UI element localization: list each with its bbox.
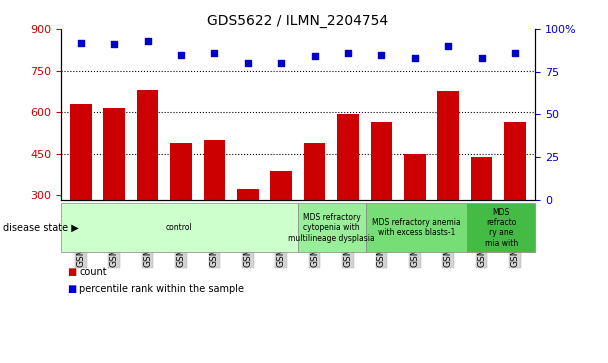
Point — [76, 40, 86, 46]
Bar — [271, 171, 292, 279]
Point — [410, 55, 420, 61]
Bar — [237, 188, 258, 279]
Bar — [504, 122, 526, 279]
Point — [109, 41, 119, 47]
Point — [510, 50, 520, 56]
Text: ■: ■ — [67, 284, 76, 294]
Point — [210, 50, 219, 56]
Text: MDS
refracto
ry ane
mia with: MDS refracto ry ane mia with — [485, 208, 518, 248]
Bar — [437, 91, 459, 279]
Bar — [137, 90, 159, 279]
Text: ■: ■ — [67, 267, 76, 277]
Point — [143, 38, 153, 44]
Bar — [404, 154, 426, 279]
Bar — [304, 143, 325, 279]
Text: percentile rank within the sample: percentile rank within the sample — [79, 284, 244, 294]
Text: MDS refractory
cytopenia with
multilineage dysplasia: MDS refractory cytopenia with multilinea… — [288, 213, 375, 243]
Text: count: count — [79, 267, 106, 277]
Bar — [370, 122, 392, 279]
Bar — [337, 114, 359, 279]
Title: GDS5622 / ILMN_2204754: GDS5622 / ILMN_2204754 — [207, 14, 389, 28]
Point — [243, 60, 253, 66]
Point — [477, 55, 486, 61]
Point — [277, 60, 286, 66]
Point — [443, 43, 453, 49]
Bar — [70, 104, 92, 279]
Point — [309, 53, 319, 59]
Point — [176, 52, 186, 58]
Point — [376, 52, 386, 58]
Bar — [170, 143, 192, 279]
Bar — [204, 140, 226, 279]
Text: control: control — [166, 223, 193, 232]
Text: disease state ▶: disease state ▶ — [3, 223, 79, 233]
Text: MDS refractory anemia
with excess blasts-1: MDS refractory anemia with excess blasts… — [372, 218, 461, 237]
Bar — [103, 108, 125, 279]
Bar — [471, 157, 492, 279]
Point — [343, 50, 353, 56]
